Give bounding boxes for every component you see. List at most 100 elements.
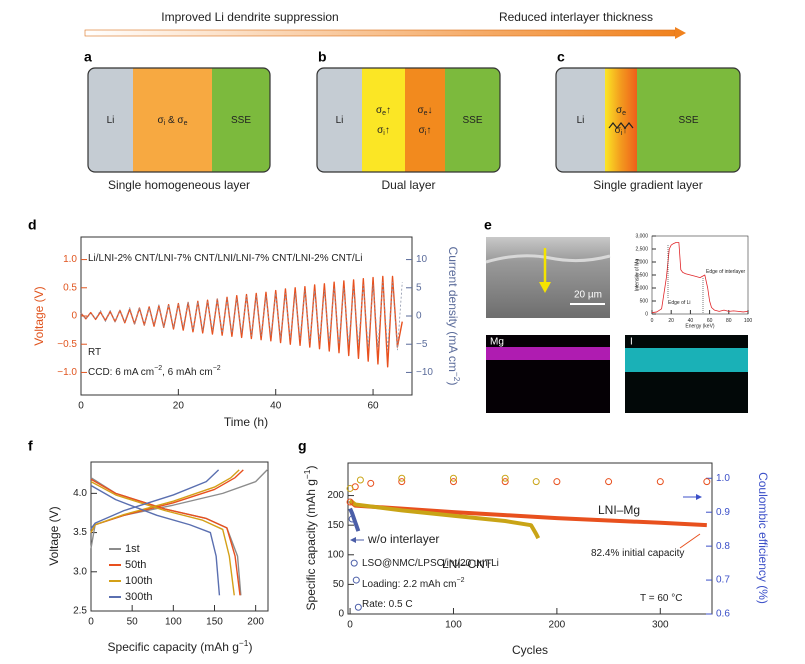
y-tick-label: 2,000 (635, 259, 648, 265)
y-axis-label-part: −1 (302, 469, 312, 479)
layer-label-part: Li (336, 115, 344, 126)
annotation: 82.4% initial capacity (591, 548, 684, 559)
sem-arrow-head (539, 282, 551, 293)
diagram-caption: Dual layer (381, 178, 435, 192)
data-line (651, 242, 749, 314)
data-point (348, 515, 356, 523)
layer-label-part: e (622, 110, 626, 117)
data-point (398, 474, 406, 482)
y2-tick-label: 0.9 (716, 507, 730, 518)
x-tick-label: 0 (88, 617, 94, 628)
data-line (90, 469, 240, 596)
data-line (90, 469, 244, 596)
layer-label-part: SSE (231, 115, 251, 126)
layer-label-part: i (621, 130, 623, 137)
y-tick-label: 4.0 (73, 488, 87, 499)
layer-label-part: e (184, 120, 188, 127)
diagram-frame (316, 67, 501, 173)
diagram (317, 68, 500, 172)
y-tick-label: −1.0 (57, 367, 77, 378)
y2-axis-label-part: Current density (mA cm (446, 247, 460, 372)
eds-map-mg (486, 335, 610, 413)
annotation-part: Edge of Li (668, 300, 691, 306)
header-left: Improved Li dendrite suppression (161, 10, 338, 24)
annotation-part: Edge of interlayer (706, 269, 746, 275)
y2-axis-label-part: −2 (452, 372, 462, 382)
x-axis-label: Time (h) (224, 415, 268, 429)
layer-label-part: Li (107, 115, 115, 126)
layer-label-part: ↑ (622, 125, 627, 136)
layer-label-part: σ (417, 105, 424, 116)
data-line (80, 275, 403, 368)
data-line (90, 469, 221, 596)
layer-label-part: Li (577, 115, 585, 126)
layer-label-part: i (425, 130, 427, 137)
layer-label: σe↓ (417, 105, 432, 117)
panel-label: b (318, 49, 327, 65)
eds-band-mg (486, 347, 610, 360)
data-point (605, 478, 613, 486)
layer-label-part: i (164, 120, 166, 127)
annotation-part: Loading: 2.2 mAh cm (362, 579, 457, 590)
y2-axis-label: Current density (mA cm−2) (446, 247, 462, 386)
legend-label: 300th (125, 591, 153, 603)
layer-label: σe (616, 105, 626, 117)
x-tick-label: 100 (445, 620, 462, 631)
pointer-arrow-head (696, 494, 702, 500)
y-tick-label: 0 (645, 311, 648, 317)
diagram-frame (555, 67, 741, 173)
layer (317, 68, 362, 172)
y-tick-label: 1.0 (63, 254, 77, 265)
panel-label: g (298, 438, 307, 454)
diagram (556, 68, 740, 172)
inset-background (640, 230, 752, 330)
annotation: RT (88, 347, 101, 358)
x-tick-label: 0 (651, 318, 654, 324)
layer (637, 68, 740, 172)
panel-label: c (557, 49, 565, 65)
eds-map-label: Mg (490, 337, 504, 348)
x-axis-label-part: −1 (239, 638, 249, 648)
y-tick-label: 0 (71, 311, 77, 322)
y-tick-label: 3,000 (635, 233, 648, 239)
annotation: LSO@NMC/LPSC/int/20 um-Li (362, 558, 499, 569)
y-tick-label: 100 (327, 549, 344, 560)
layer-label: σi↑ (377, 125, 390, 137)
y2-tick-label: 0.6 (716, 609, 730, 620)
data-point (352, 576, 360, 584)
layer (405, 68, 445, 172)
legend-label: 1st (125, 543, 140, 555)
y2-axis-label: Coulombic efficiency (%) (756, 472, 770, 604)
eds-band-i (625, 348, 748, 372)
layer-label: SSE (462, 115, 482, 126)
annotation-part: LSO@NMC/LPSC/int/20 um-Li (362, 558, 499, 569)
x-tick-label: 100 (165, 617, 182, 628)
header-right: Reduced interlayer thickness (499, 10, 653, 24)
data-point (354, 603, 362, 611)
plot-frame (90, 461, 269, 612)
x-tick-label: 0 (347, 620, 353, 631)
annotation-part: 82.4% initial capacity (591, 548, 684, 559)
layer-label-part: ↑ (386, 105, 391, 116)
x-tick-label: 40 (688, 318, 694, 324)
layer-label: σi↑ (615, 125, 628, 137)
data-point (703, 478, 711, 486)
annotation: Loading: 2.2 mAh cm−2 (362, 577, 465, 590)
layer-label-part: SSE (462, 115, 482, 126)
x-tick-label: 50 (127, 617, 139, 628)
legend-label: 100th (125, 575, 153, 587)
y-tick-label: 150 (327, 520, 344, 531)
diagram-caption: Single homogeneous layer (108, 178, 250, 192)
x-tick-label: 60 (367, 401, 379, 412)
annotation: T = 60 °C (640, 593, 682, 604)
x-tick-label: 100 (744, 318, 753, 324)
annotation: Li/LNI-2% CNT/LNI-7% CNT/LNI/LNI-7% CNT/… (88, 253, 363, 264)
data-line (80, 281, 403, 351)
layer (133, 68, 212, 172)
layer-label: Li (107, 115, 115, 126)
data-point (350, 559, 358, 567)
series-label: w/o interlayer (367, 532, 439, 546)
x-tick-label: 40 (270, 401, 282, 412)
y-tick-label: −0.5 (57, 339, 77, 350)
layer-label-part: σ (157, 115, 164, 126)
